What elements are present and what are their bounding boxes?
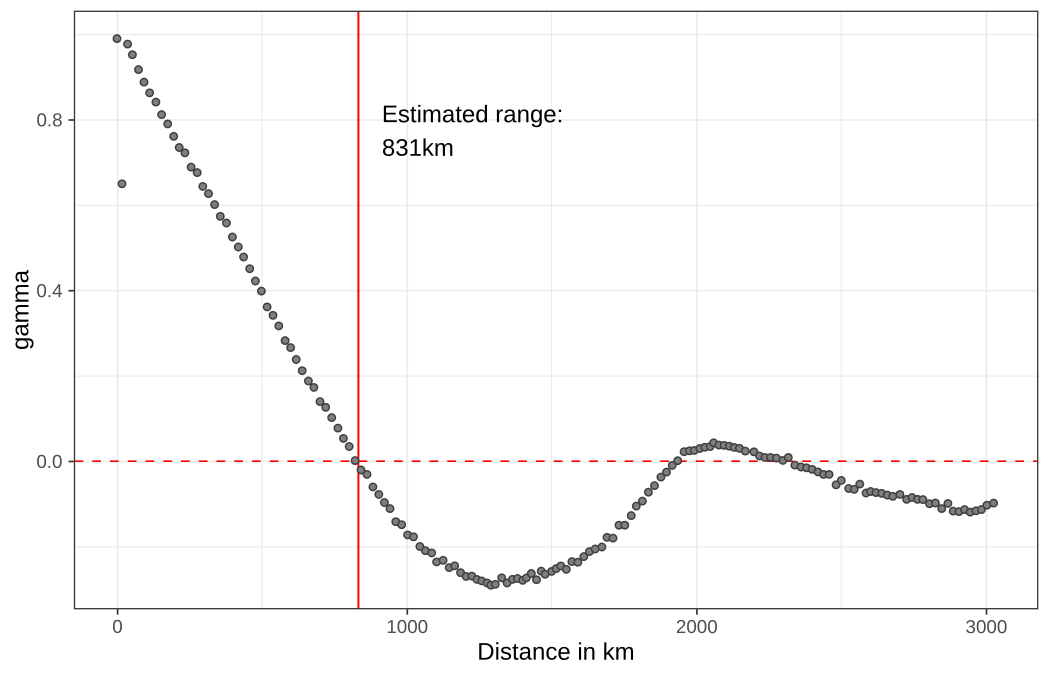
svg-text:0.4: 0.4 xyxy=(36,280,62,301)
svg-text:gamma: gamma xyxy=(8,269,35,350)
svg-text:Estimated range:: Estimated range: xyxy=(382,101,563,128)
svg-text:0: 0 xyxy=(112,616,122,637)
svg-text:831km: 831km xyxy=(382,135,454,162)
svg-text:0.0: 0.0 xyxy=(36,451,62,472)
svg-text:1000: 1000 xyxy=(386,616,428,637)
svg-text:0.8: 0.8 xyxy=(36,109,62,130)
svg-text:Distance in km: Distance in km xyxy=(477,639,634,666)
svg-text:3000: 3000 xyxy=(966,616,1008,637)
svg-text:2000: 2000 xyxy=(676,616,718,637)
